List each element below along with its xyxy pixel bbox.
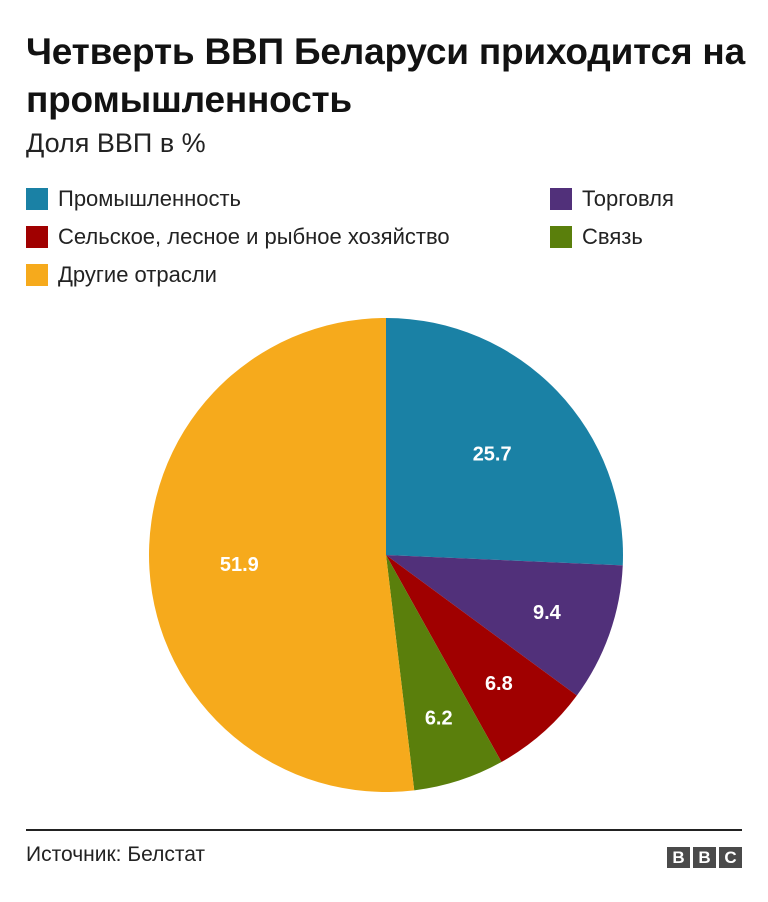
legend-item-agriculture: Сельское, лесное и рыбное хозяйство — [26, 222, 450, 252]
legend-swatch-communications — [550, 226, 572, 248]
pie-slice-communications — [386, 555, 502, 791]
pie-slice-trade — [386, 555, 623, 696]
pie-slice-agriculture — [386, 555, 577, 762]
legend-label-trade: Торговля — [582, 186, 674, 211]
pie-label-agriculture: 6.8 — [485, 673, 513, 695]
legend-label-industry: Промышленность — [58, 186, 242, 211]
pie-label-trade: 9.4 — [533, 602, 562, 624]
legend-swatch-industry — [26, 188, 48, 210]
source-note: Источник: Белстат — [26, 843, 206, 866]
pie-label-communications: 6.2 — [425, 707, 453, 729]
legend-item-communications: Связь — [550, 222, 643, 252]
bbc-logo: B B C — [667, 847, 742, 868]
chart-title: Четверть ВВП Беларуси приходится на пром… — [26, 31, 745, 120]
pie-slice-other — [149, 318, 415, 792]
legend-label-other: Другие отрасли — [58, 262, 217, 287]
chart-legend: Промышленность Торговля Сельское, лесное… — [26, 184, 746, 294]
legend-label-communications: Связь — [582, 224, 643, 249]
pie-label-other: 51.9 — [220, 554, 259, 576]
bbc-logo-letter: C — [719, 847, 742, 868]
bbc-logo-letter: B — [667, 847, 690, 868]
legend-item-other: Другие отрасли — [26, 260, 217, 290]
legend-item-industry: Промышленность — [26, 184, 241, 214]
footer-divider — [26, 829, 742, 831]
legend-label-agriculture: Сельское, лесное и рыбное хозяйство — [58, 224, 450, 249]
pie-slice-industry — [386, 318, 623, 566]
chart-subtitle: Доля ВВП в % — [26, 128, 206, 158]
legend-swatch-other — [26, 264, 48, 286]
pie-label-industry: 25.7 — [473, 443, 512, 465]
pie-chart: 25.7 9.4 6.8 6.2 51.9 — [149, 318, 623, 792]
legend-swatch-trade — [550, 188, 572, 210]
legend-swatch-agriculture — [26, 226, 48, 248]
bbc-logo-letter: B — [693, 847, 716, 868]
legend-item-trade: Торговля — [550, 184, 674, 214]
